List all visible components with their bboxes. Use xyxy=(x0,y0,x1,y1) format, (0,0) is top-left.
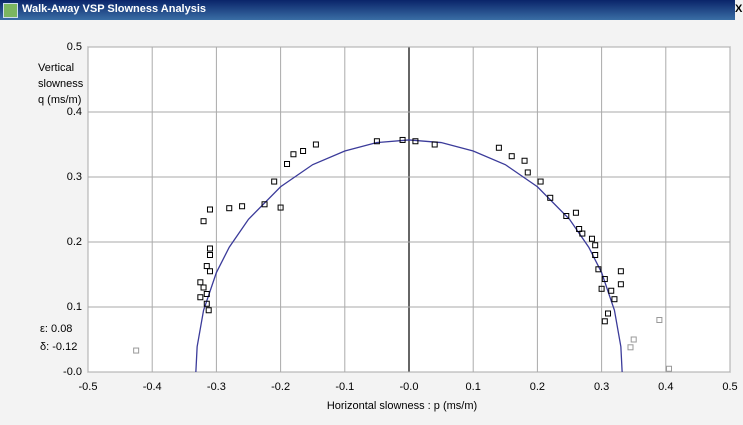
data-point xyxy=(203,300,210,307)
x-tick-label: -0.1 xyxy=(335,381,354,393)
data-point xyxy=(630,336,637,343)
data-point xyxy=(611,296,618,303)
x-tick-label: -0.3 xyxy=(207,381,226,393)
data-point xyxy=(579,230,586,237)
data-point xyxy=(206,206,213,213)
data-point xyxy=(206,252,213,258)
x-axis-label: Horizontal slowness : p (ms/m) xyxy=(327,400,477,412)
data-point xyxy=(261,201,268,208)
x-tick-label: 0.2 xyxy=(530,381,545,393)
data-point xyxy=(656,317,663,323)
data-point xyxy=(595,266,602,273)
fit-curve xyxy=(195,139,623,373)
data-point xyxy=(627,344,634,351)
y-axis-label: slowness xyxy=(38,78,84,90)
y-tick-label: 0.3 xyxy=(67,171,82,183)
data-point xyxy=(290,151,297,158)
data-point xyxy=(226,205,233,212)
data-point xyxy=(666,365,673,372)
data-point xyxy=(200,284,207,291)
data-point xyxy=(277,204,284,211)
x-tick-label: -0.4 xyxy=(143,381,162,393)
data-point xyxy=(239,203,246,210)
app-icon xyxy=(3,3,18,18)
data-point xyxy=(271,178,278,185)
data-point xyxy=(605,310,612,317)
data-point xyxy=(572,209,579,216)
x-tick-label: 0.5 xyxy=(722,381,737,393)
data-point xyxy=(495,144,502,151)
y-tick-label: 0.5 xyxy=(67,41,82,53)
data-point xyxy=(203,263,210,270)
data-point xyxy=(431,141,438,148)
window-title: Walk-Away VSP Slowness Analysis xyxy=(22,3,207,15)
data-point xyxy=(300,148,307,154)
annotation: ε: 0.08 xyxy=(40,323,72,335)
data-point xyxy=(617,268,624,275)
data-point xyxy=(601,276,608,283)
x-tick-label: 0.1 xyxy=(466,381,481,393)
data-point xyxy=(592,242,599,249)
data-point xyxy=(373,138,380,145)
data-point xyxy=(617,281,624,288)
close-button[interactable]: X xyxy=(735,3,743,15)
x-tick-label: 0.3 xyxy=(594,381,609,393)
data-point xyxy=(547,194,554,201)
x-tick-label: -0.2 xyxy=(271,381,290,393)
data-point xyxy=(200,218,207,225)
data-point xyxy=(197,279,204,286)
data-point xyxy=(608,287,615,294)
data-point xyxy=(133,347,140,354)
data-point xyxy=(284,161,291,167)
data-point xyxy=(508,153,515,160)
x-tick-label: 0.4 xyxy=(658,381,673,393)
data-point xyxy=(197,294,204,301)
data-point xyxy=(412,138,419,145)
y-tick-label: 0.2 xyxy=(67,236,82,248)
data-point xyxy=(399,136,406,143)
y-tick-label: 0.1 xyxy=(67,301,82,313)
data-point xyxy=(563,213,570,219)
data-point xyxy=(524,169,531,176)
data-point xyxy=(576,226,583,232)
data-point xyxy=(601,318,608,325)
annotation: δ: -0.12 xyxy=(40,341,77,353)
data-point xyxy=(203,291,210,297)
data-point xyxy=(206,245,213,252)
x-tick-label: -0.0 xyxy=(400,381,419,393)
data-point xyxy=(206,268,213,275)
data-point xyxy=(592,252,599,258)
data-point xyxy=(312,141,319,148)
y-axis-label: q (ms/m) xyxy=(38,94,81,106)
data-point xyxy=(588,235,595,242)
data-point xyxy=(205,307,212,314)
y-axis-label: Vertical xyxy=(38,62,74,74)
y-tick-label: -0.0 xyxy=(63,366,82,378)
data-point xyxy=(598,285,605,292)
x-tick-label: -0.5 xyxy=(79,381,98,393)
title-bar: Walk-Away VSP Slowness Analysis xyxy=(0,0,735,20)
data-point xyxy=(537,178,544,185)
data-point xyxy=(521,157,528,164)
y-tick-label: 0.4 xyxy=(67,106,82,118)
